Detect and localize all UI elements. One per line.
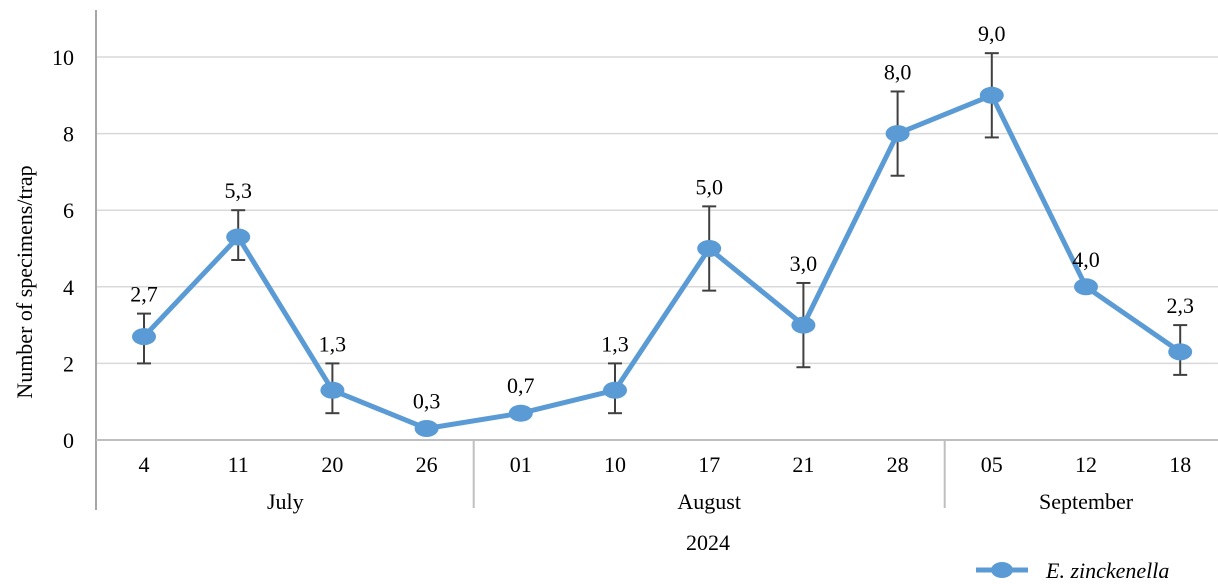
data-point bbox=[1168, 343, 1193, 361]
x-tick-label: 11 bbox=[228, 452, 249, 477]
data-point bbox=[791, 316, 816, 334]
series-polyline bbox=[142, 92, 1182, 432]
legend: E. zinckenella bbox=[976, 558, 1169, 583]
data-label: 2,3 bbox=[1166, 293, 1194, 318]
data-point bbox=[603, 381, 627, 399]
gridlines bbox=[96, 56, 1218, 365]
x-tick-label: 05 bbox=[981, 452, 1003, 477]
x-tick-label: 21 bbox=[792, 452, 814, 477]
data-label: 9,0 bbox=[978, 21, 1006, 46]
legend-swatch-marker bbox=[991, 562, 1013, 578]
series-line bbox=[132, 86, 1193, 438]
y-tick-label: 0 bbox=[63, 428, 74, 453]
x-tick-label: 17 bbox=[698, 452, 720, 477]
y-axis-label: Number of specimens/trap bbox=[12, 165, 37, 398]
data-point bbox=[414, 420, 439, 438]
data-label: 8,0 bbox=[884, 59, 912, 84]
x-tick-label: 4 bbox=[139, 452, 150, 477]
x-tick-label: 12 bbox=[1075, 452, 1097, 477]
data-label: 5,0 bbox=[695, 174, 723, 199]
data-label: 2,7 bbox=[130, 282, 158, 307]
data-labels: 2,7 5,3 1,3 0,3 0,7 1,3 5,0 3,0 8,0 9,0 4,0 2,3 bbox=[130, 21, 1194, 413]
data-point bbox=[132, 328, 156, 346]
x-tick-label: 28 bbox=[887, 452, 909, 477]
data-point bbox=[1074, 278, 1098, 296]
y-tick-label: 10 bbox=[52, 45, 74, 70]
x-group-label: August bbox=[677, 489, 741, 514]
data-point bbox=[979, 86, 1004, 104]
x-group-label: September bbox=[1039, 489, 1134, 514]
x-tick-label: 10 bbox=[604, 452, 626, 477]
error-bars bbox=[137, 52, 1188, 415]
data-label: 3,0 bbox=[790, 251, 818, 276]
x-tick-label: 01 bbox=[510, 452, 532, 477]
data-point bbox=[885, 125, 910, 143]
data-label: 0,3 bbox=[413, 389, 441, 414]
x-tick-label: 20 bbox=[321, 452, 343, 477]
axes bbox=[95, 10, 1218, 510]
x-axis-label: 2024 bbox=[686, 530, 730, 555]
data-label: 4,0 bbox=[1072, 247, 1100, 272]
data-point bbox=[320, 381, 345, 399]
data-label: 1,3 bbox=[319, 331, 347, 356]
y-tick-label: 4 bbox=[63, 275, 74, 300]
x-tick-label: 18 bbox=[1169, 452, 1191, 477]
y-tick-label: 6 bbox=[63, 198, 74, 223]
data-point bbox=[697, 240, 722, 257]
data-label: 5,3 bbox=[224, 178, 252, 203]
data-label: 0,7 bbox=[507, 373, 535, 398]
data-point bbox=[508, 404, 533, 422]
data-label: 1,3 bbox=[601, 331, 629, 356]
x-group-labels: July August September bbox=[267, 440, 1134, 514]
y-tick-label: 2 bbox=[63, 351, 74, 376]
data-point bbox=[226, 228, 251, 246]
x-group-label: July bbox=[267, 489, 304, 514]
x-tick-labels: 4 11 20 26 01 10 17 21 28 05 12 18 bbox=[139, 452, 1192, 477]
y-tick-label: 8 bbox=[63, 122, 74, 147]
y-tick-labels: 0 2 4 6 8 10 bbox=[52, 45, 74, 453]
legend-label: E. zinckenella bbox=[1045, 558, 1169, 583]
x-tick-label: 26 bbox=[416, 452, 438, 477]
